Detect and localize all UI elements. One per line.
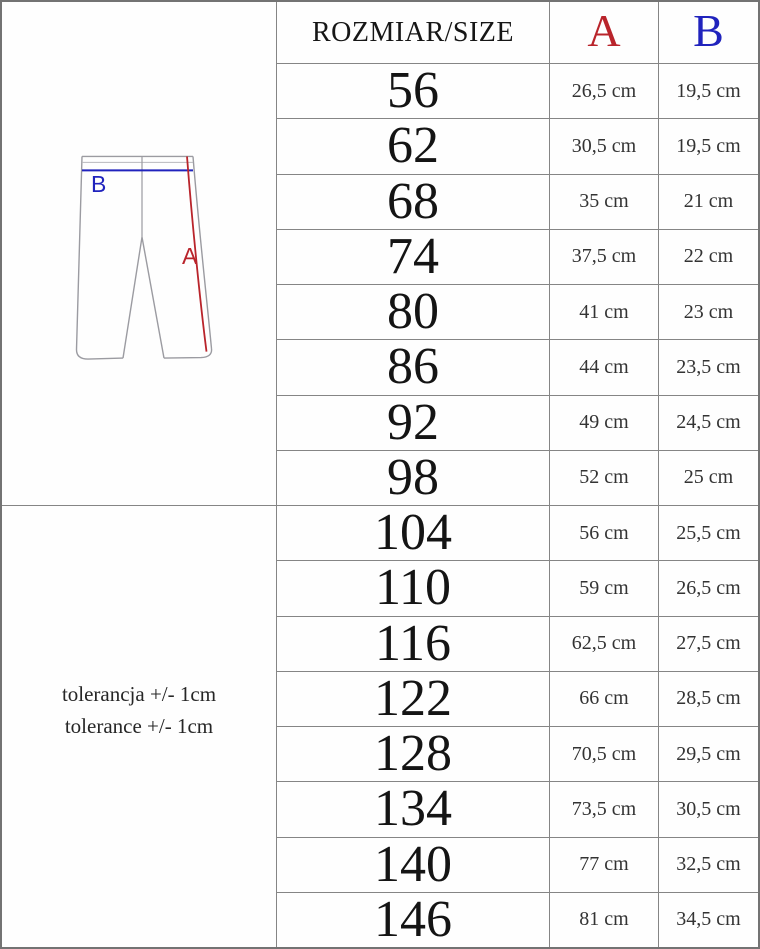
size-cell-74: 74	[276, 228, 549, 284]
a-cell-80: 41 cm	[549, 284, 658, 340]
size-cell-116: 116	[276, 615, 549, 671]
size-cell-104: 104	[276, 505, 549, 561]
size-cell-86: 86	[276, 339, 549, 395]
b-cell-62: 19,5 cm	[658, 118, 758, 174]
a-cell-140: 77 cm	[549, 836, 658, 892]
a-cell-104: 56 cm	[549, 505, 658, 561]
size-cell-128: 128	[276, 726, 549, 782]
b-cell-128: 29,5 cm	[658, 726, 758, 782]
b-cell-80: 23 cm	[658, 284, 758, 340]
size-cell-62: 62	[276, 118, 549, 174]
a-cell-68: 35 cm	[549, 173, 658, 229]
tolerance-cell: tolerancja +/- 1cm tolerance +/- 1cm	[2, 505, 276, 947]
a-cell-146: 81 cm	[549, 891, 658, 947]
b-cell-68: 21 cm	[658, 173, 758, 229]
size-cell-122: 122	[276, 670, 549, 726]
size-cell-110: 110	[276, 560, 549, 616]
size-cell-92: 92	[276, 394, 549, 450]
b-cell-74: 22 cm	[658, 228, 758, 284]
pants-outline-left	[75, 156, 124, 360]
pants-inner-legs	[122, 236, 165, 359]
a-cell-134: 73,5 cm	[549, 781, 658, 837]
pants-diagram: B A	[75, 155, 213, 360]
a-cell-122: 66 cm	[549, 670, 658, 726]
b-cell-122: 28,5 cm	[658, 670, 758, 726]
tolerance-note: tolerancja +/- 1cm tolerance +/- 1cm	[62, 679, 216, 742]
header-col-a: A	[549, 2, 658, 63]
header-size-label: ROZMIAR/SIZE	[276, 2, 549, 63]
size-cell-56: 56	[276, 63, 549, 119]
a-cell-128: 70,5 cm	[549, 726, 658, 782]
tolerance-note-pl: tolerancja +/- 1cm	[61, 682, 217, 706]
size-cell-134: 134	[276, 781, 549, 837]
tolerance-note-en: tolerance +/- 1cm	[64, 713, 214, 738]
a-cell-92: 49 cm	[549, 394, 658, 450]
a-cell-74: 37,5 cm	[549, 228, 658, 284]
a-cell-116: 62,5 cm	[549, 615, 658, 671]
b-cell-146: 34,5 cm	[658, 891, 758, 947]
b-cell-98: 25 cm	[658, 449, 758, 505]
measure-line-a	[186, 156, 208, 352]
size-cell-98: 98	[276, 449, 549, 505]
size-cell-146: 146	[276, 891, 549, 947]
diagram-label-b: B	[91, 171, 106, 197]
a-cell-56: 26,5 cm	[549, 63, 658, 119]
a-cell-98: 52 cm	[549, 449, 658, 505]
garment-diagram-cell: B A	[2, 2, 276, 505]
a-cell-110: 59 cm	[549, 560, 658, 616]
b-cell-140: 32,5 cm	[658, 836, 758, 892]
b-cell-116: 27,5 cm	[658, 615, 758, 671]
diagram-label-a: A	[182, 243, 198, 269]
b-cell-86: 23,5 cm	[658, 339, 758, 395]
b-cell-104: 25,5 cm	[658, 505, 758, 561]
b-cell-92: 24,5 cm	[658, 394, 758, 450]
b-cell-56: 19,5 cm	[658, 63, 758, 119]
a-cell-62: 30,5 cm	[549, 118, 658, 174]
a-cell-86: 44 cm	[549, 339, 658, 395]
size-cell-68: 68	[276, 173, 549, 229]
b-cell-134: 30,5 cm	[658, 781, 758, 837]
header-col-b: B	[658, 2, 758, 63]
size-cell-140: 140	[276, 836, 549, 892]
size-cell-80: 80	[276, 284, 549, 340]
pants-outline-right	[163, 156, 213, 359]
b-cell-110: 26,5 cm	[658, 560, 758, 616]
